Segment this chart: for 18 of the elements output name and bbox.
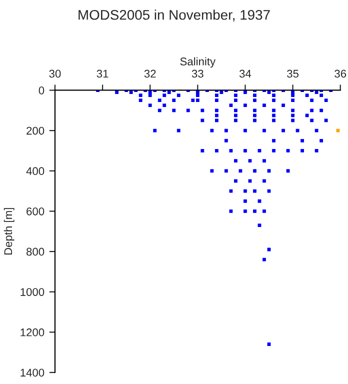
y-axis-title: Depth [m] xyxy=(4,208,14,255)
x-tick-label: 36 xyxy=(334,70,346,78)
x-tick-label: 33 xyxy=(192,70,204,78)
chart-title: MODS2005 in November, 1937 xyxy=(78,10,270,22)
y-tick-label: 1000 xyxy=(20,288,44,296)
x-axis-title: Salinity xyxy=(180,57,216,68)
y-tick-label: 200 xyxy=(26,126,44,135)
y-tick-label: 1200 xyxy=(20,328,44,336)
y-tick-label: 400 xyxy=(26,167,44,176)
x-tick-label: 30 xyxy=(49,70,61,78)
x-tick-label: 34 xyxy=(239,70,252,78)
x-tick-label: 35 xyxy=(287,70,298,78)
y-tick-label: 800 xyxy=(26,248,44,256)
y-tick-label: 600 xyxy=(26,207,44,216)
x-tick-label: 31 xyxy=(96,70,108,78)
y-tick-label: 0 xyxy=(38,86,44,94)
y-tick-label: 1400 xyxy=(20,368,44,377)
x-tick-label: 32 xyxy=(144,70,156,78)
